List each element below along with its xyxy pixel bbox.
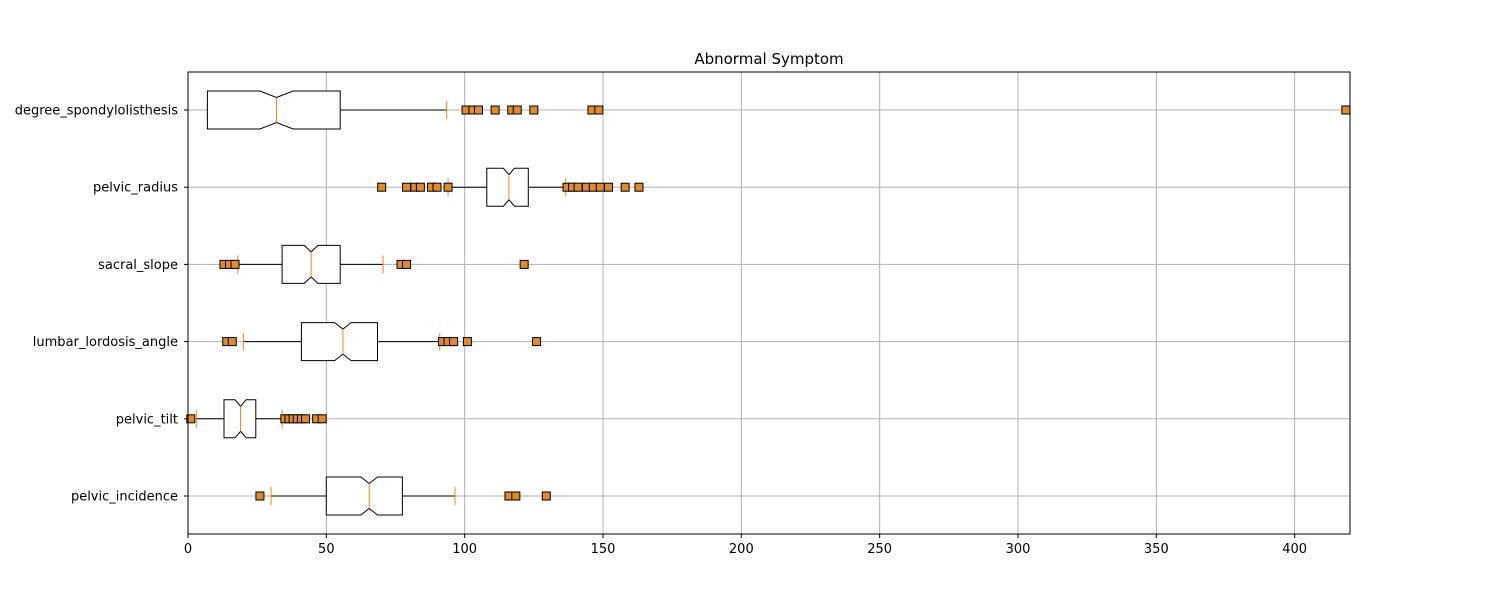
- flier-point: [604, 182, 614, 192]
- box-pelvic_radius: [377, 167, 644, 207]
- y-tick-label: pelvic_radius: [93, 181, 178, 196]
- flier-point: [449, 337, 459, 347]
- flier-point: [573, 182, 583, 192]
- x-tick-label: 100: [452, 542, 477, 557]
- box-body: [486, 167, 529, 207]
- box-body: [300, 322, 378, 362]
- box-body: [223, 399, 257, 439]
- flier-point: [301, 414, 311, 424]
- flier-point: [541, 491, 551, 501]
- box-degree_spondylolisthesis: [206, 90, 1351, 130]
- box-pelvic_incidence: [255, 476, 551, 516]
- flier-point: [532, 337, 542, 347]
- x-tick-label: 50: [318, 542, 335, 557]
- flier-point: [462, 337, 472, 347]
- flier-point: [512, 105, 522, 115]
- flier-point: [474, 105, 483, 115]
- chart-title: Abnormal Symptom: [694, 50, 843, 68]
- flier-point: [594, 105, 604, 115]
- y-tick-label: sacral_slope: [98, 258, 178, 273]
- y-tick-label: pelvic_tilt: [116, 412, 178, 427]
- flier-point: [620, 182, 630, 192]
- box-pelvic_tilt: [186, 399, 327, 439]
- flier-point: [402, 259, 412, 269]
- x-tick-label: 0: [184, 542, 192, 557]
- box-lumbar_lordosis_angle: [222, 322, 542, 362]
- x-tick-label: 350: [1144, 542, 1169, 557]
- flier-point: [415, 182, 425, 192]
- flier-point: [443, 182, 453, 192]
- x-tick-label: 200: [729, 542, 754, 557]
- flier-point: [511, 491, 521, 501]
- y-tick-label: pelvic_incidence: [71, 490, 178, 505]
- flier-point: [402, 182, 412, 192]
- flier-point: [595, 182, 605, 192]
- x-tick-label: 300: [1006, 542, 1031, 557]
- flier-point: [255, 491, 265, 501]
- flier-point: [490, 105, 500, 115]
- flier-point: [377, 182, 387, 192]
- flier-point: [317, 414, 327, 424]
- box-body: [206, 90, 341, 130]
- flier-point: [519, 259, 529, 269]
- x-tick-label: 150: [591, 542, 616, 557]
- flier-point: [529, 105, 539, 115]
- box-body: [325, 476, 403, 516]
- flier-point: [227, 337, 237, 347]
- plot-area: [186, 90, 1351, 516]
- y-tick-label: degree_spondylolisthesis: [15, 104, 179, 119]
- flier-point: [634, 182, 644, 192]
- x-axis: 0 50 100 150 200 250 300 350 400: [184, 534, 1307, 557]
- x-tick-label: 250: [867, 542, 892, 557]
- flier-point: [432, 182, 442, 192]
- flier-point: [1341, 105, 1351, 115]
- flier-point: [230, 259, 240, 269]
- grid-lines: [187, 72, 1350, 534]
- x-tick-label: 400: [1282, 542, 1307, 557]
- y-tick-label: lumbar_lordosis_angle: [33, 335, 178, 350]
- box-sacral_slope: [219, 244, 529, 284]
- y-axis: pelvic_incidence pelvic_tilt lumbar_lordos…: [15, 104, 188, 505]
- plot-frame: [187, 71, 1351, 535]
